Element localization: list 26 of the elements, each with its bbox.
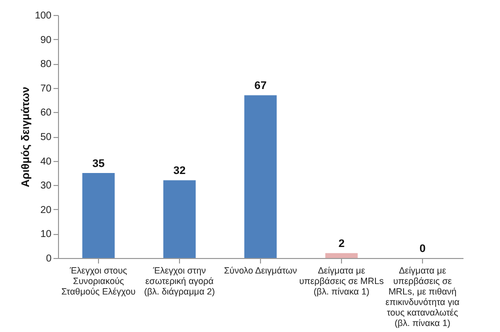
x-tick-label: Δείγματα με υπερβάσεις σε MRLs (βλ. πίνακα 1) [299,266,384,296]
y-tick-label: 50 [40,132,52,143]
data-label: 0 [419,243,426,255]
x-tick-label: Έλεγχοι στην εσωτερική αγορά (βλ. διάγραμμα 2) [144,266,215,296]
y-tick-label: 90 [40,34,52,46]
y-tick-label: 60 [40,108,52,119]
x-tick-label: Έλεγχοι στους Συνοριακούς Σταθμούς Ελέγχου [61,266,136,296]
y-tick-label: 100 [34,10,52,22]
bar [163,180,196,258]
y-tick-label: 20 [40,204,52,216]
y-tick-label: 10 [40,229,52,240]
y-tick-label: 80 [40,59,52,70]
y-tick-label: 0 [46,254,52,264]
data-label: 2 [338,238,345,250]
bar [244,95,277,258]
y-axis-title: Αριθμός δειγμάτων [20,86,32,188]
x-tick-label: Σύνολο Δειγμάτων [224,266,298,276]
bar [325,253,358,258]
data-label: 67 [254,80,267,92]
x-tick-label: Δείγματα με υπερβάσεις σε MRLs, με πιθανή επικινδυνότητα για τους καταναλωτές (βλ. πίνακα 1) [386,266,460,328]
data-label: 32 [173,165,186,178]
data-label: 35 [92,158,105,170]
y-tick-label: 30 [40,180,52,192]
y-tick-label: 70 [40,83,52,94]
bar [82,172,115,258]
y-tick-label: 40 [40,156,52,168]
